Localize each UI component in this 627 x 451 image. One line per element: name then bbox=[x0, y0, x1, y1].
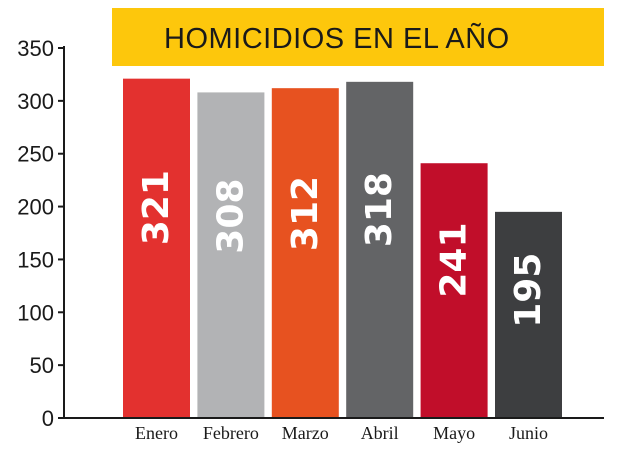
y-tick-label: 250 bbox=[17, 142, 54, 167]
bars: 321 308 312 318 241 195 bbox=[123, 78, 562, 419]
y-tick-label: 0 bbox=[42, 406, 54, 431]
x-axis: Enero Febrero Marzo Abril Mayo Junio bbox=[63, 417, 604, 443]
bar-enero bbox=[123, 78, 190, 419]
y-tick-label: 350 bbox=[17, 36, 54, 61]
bar-value-label: 195 bbox=[508, 253, 549, 328]
bar-abril bbox=[346, 81, 414, 418]
bar-value-label: 241 bbox=[434, 222, 475, 297]
bar-febrero bbox=[197, 92, 265, 419]
y-tick-label: 100 bbox=[17, 300, 54, 325]
y-tick-label: 300 bbox=[17, 89, 54, 114]
bar-value-label: 318 bbox=[359, 172, 400, 247]
x-category-label: Febrero bbox=[203, 423, 259, 443]
y-axis: 0 50 100 150 200 250 300 350 bbox=[17, 36, 65, 431]
bar-value-label: 312 bbox=[285, 176, 326, 251]
y-tick-label: 200 bbox=[17, 195, 54, 220]
bar-mayo bbox=[420, 163, 488, 418]
bar-value-label: 308 bbox=[210, 179, 251, 254]
title-background bbox=[112, 8, 604, 66]
chart-title: HOMICIDIOS EN EL AÑO bbox=[164, 21, 510, 55]
x-category-label: Enero bbox=[135, 423, 178, 443]
bar-marzo bbox=[271, 88, 339, 419]
x-category-label: Marzo bbox=[282, 423, 329, 443]
y-tick-label: 150 bbox=[17, 247, 54, 272]
bar-junio bbox=[495, 211, 562, 418]
x-category-label: Mayo bbox=[433, 423, 475, 443]
bar-value-label: 321 bbox=[136, 170, 177, 245]
x-category-label: Abril bbox=[361, 423, 399, 443]
y-tick-label: 50 bbox=[30, 353, 54, 378]
x-category-label: Junio bbox=[509, 423, 548, 443]
title-banner: HOMICIDIOS EN EL AÑO bbox=[112, 8, 604, 66]
